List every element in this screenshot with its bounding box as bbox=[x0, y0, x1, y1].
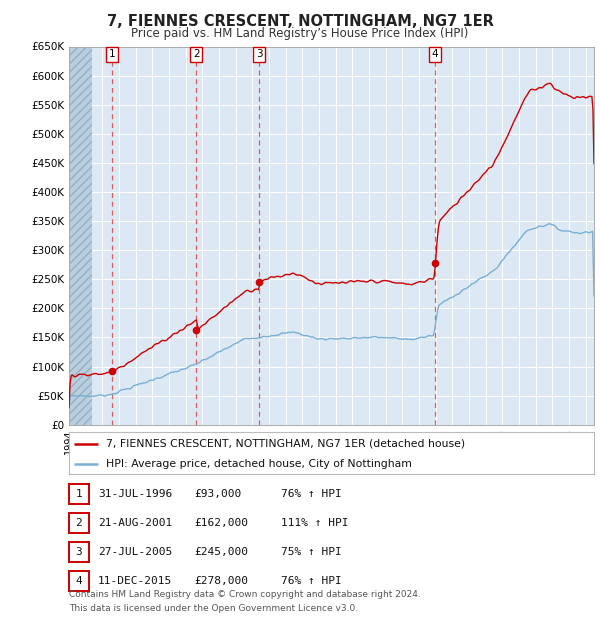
Text: £162,000: £162,000 bbox=[194, 518, 248, 528]
Text: 4: 4 bbox=[76, 576, 82, 587]
Text: 2: 2 bbox=[193, 49, 200, 60]
Text: Contains HM Land Registry data © Crown copyright and database right 2024.
This d: Contains HM Land Registry data © Crown c… bbox=[69, 590, 421, 613]
Text: HPI: Average price, detached house, City of Nottingham: HPI: Average price, detached house, City… bbox=[106, 459, 412, 469]
Text: Price paid vs. HM Land Registry’s House Price Index (HPI): Price paid vs. HM Land Registry’s House … bbox=[131, 27, 469, 40]
Text: 2: 2 bbox=[76, 518, 82, 528]
Text: 3: 3 bbox=[76, 547, 82, 557]
Text: 31-JUL-1996: 31-JUL-1996 bbox=[98, 489, 172, 499]
Text: 76% ↑ HPI: 76% ↑ HPI bbox=[281, 576, 341, 587]
Text: 1: 1 bbox=[76, 489, 82, 499]
Text: 27-JUL-2005: 27-JUL-2005 bbox=[98, 547, 172, 557]
Text: 76% ↑ HPI: 76% ↑ HPI bbox=[281, 489, 341, 499]
Text: £245,000: £245,000 bbox=[194, 547, 248, 557]
Text: 11-DEC-2015: 11-DEC-2015 bbox=[98, 576, 172, 587]
Text: 7, FIENNES CRESCENT, NOTTINGHAM, NG7 1ER (detached house): 7, FIENNES CRESCENT, NOTTINGHAM, NG7 1ER… bbox=[106, 438, 465, 448]
Text: 111% ↑ HPI: 111% ↑ HPI bbox=[281, 518, 348, 528]
Text: 7, FIENNES CRESCENT, NOTTINGHAM, NG7 1ER: 7, FIENNES CRESCENT, NOTTINGHAM, NG7 1ER bbox=[107, 14, 493, 29]
Text: 21-AUG-2001: 21-AUG-2001 bbox=[98, 518, 172, 528]
Text: 3: 3 bbox=[256, 49, 263, 60]
Text: 1: 1 bbox=[109, 49, 115, 60]
Text: £93,000: £93,000 bbox=[194, 489, 241, 499]
Text: £278,000: £278,000 bbox=[194, 576, 248, 587]
Bar bbox=[69, 46, 92, 425]
Text: 75% ↑ HPI: 75% ↑ HPI bbox=[281, 547, 341, 557]
Text: 4: 4 bbox=[431, 49, 438, 60]
